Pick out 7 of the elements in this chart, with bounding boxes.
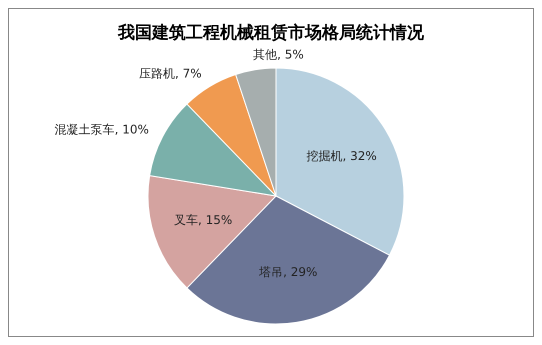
chart-title: 我国建筑工程机械租赁市场格局统计情况 <box>117 23 425 42</box>
slice-label: 压路机, 7% <box>139 66 202 80</box>
slice-label: 混凝土泵车, 10% <box>54 122 149 137</box>
slice-label: 塔吊, 29% <box>258 264 318 279</box>
slice-label: 挖掘机, 32% <box>306 149 377 164</box>
slice-label: 叉车, 15% <box>174 213 232 228</box>
slice-label: 其他, 5% <box>253 47 304 62</box>
